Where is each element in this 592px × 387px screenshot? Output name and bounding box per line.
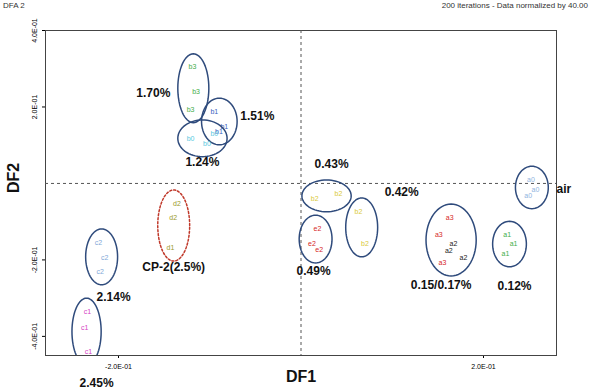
svg-text:b3: b3: [187, 106, 195, 113]
svg-text:b2: b2: [311, 195, 319, 202]
svg-text:a0: a0: [532, 186, 540, 193]
svg-text:2.14%: 2.14%: [97, 290, 131, 304]
svg-text:a2: a2: [449, 239, 458, 247]
svg-text:1.51%: 1.51%: [240, 109, 274, 123]
svg-text:a3: a3: [435, 231, 443, 238]
svg-text:c2: c2: [101, 254, 109, 261]
svg-text:e2: e2: [315, 246, 323, 253]
svg-text:c1: c1: [85, 348, 93, 355]
svg-text:b3: b3: [192, 88, 200, 95]
svg-text:2.0E-01: 2.0E-01: [471, 363, 496, 370]
svg-text:b1: b1: [220, 123, 229, 131]
svg-text:d2: d2: [169, 214, 177, 221]
svg-text:a1: a1: [502, 250, 510, 257]
svg-text:a1: a1: [503, 231, 511, 238]
svg-text:0.49%: 0.49%: [297, 264, 331, 278]
svg-text:b0: b0: [210, 130, 218, 137]
svg-text:c1: c1: [84, 308, 92, 315]
svg-text:b1: b1: [210, 108, 218, 115]
svg-text:0.15/0.17%: 0.15/0.17%: [411, 278, 472, 292]
html-text:200 iterations - Data normaliz: 200 iterations - Data normalized by 40.0…: [441, 1, 588, 10]
svg-text:-4.0E-01: -4.0E-01: [31, 323, 38, 350]
svg-text:b2: b2: [361, 240, 369, 247]
svg-text:a0: a0: [527, 176, 535, 183]
svg-text:0.12%: 0.12%: [497, 279, 531, 293]
svg-text:d1: d1: [167, 244, 175, 251]
svg-text:0.43%: 0.43%: [315, 157, 349, 171]
svg-text:0.42%: 0.42%: [385, 185, 419, 199]
svg-text:a2: a2: [445, 247, 453, 254]
svg-text:-2.0E-01: -2.0E-01: [31, 246, 38, 273]
svg-text:-2.0E-01: -2.0E-01: [105, 363, 132, 370]
svg-text:1.70%: 1.70%: [136, 86, 170, 100]
svg-text:e2: e2: [314, 225, 322, 232]
html-text:DFA 2: DFA 2: [3, 1, 25, 10]
svg-text:b2: b2: [335, 190, 343, 197]
svg-text:c1: c1: [81, 324, 89, 331]
svg-text:a3: a3: [446, 214, 454, 221]
svg-text:e2: e2: [308, 239, 316, 247]
svg-text:b0: b0: [203, 140, 211, 147]
svg-text:2.45%: 2.45%: [80, 376, 114, 387]
svg-text:a0: a0: [524, 192, 532, 199]
svg-text:a3: a3: [439, 259, 447, 266]
svg-text:1.24%: 1.24%: [185, 155, 219, 169]
svg-text:CP-2(2.5%): CP-2(2.5%): [142, 260, 205, 274]
svg-text:c2: c2: [97, 268, 105, 275]
svg-text:2.0E-01: 2.0E-01: [31, 95, 38, 120]
svg-text:DF1: DF1: [286, 368, 316, 385]
svg-text:air: air: [557, 182, 572, 196]
svg-text:b0: b0: [187, 135, 195, 142]
svg-text:4.0E-01: 4.0E-01: [31, 18, 38, 43]
svg-text:b2: b2: [355, 208, 363, 215]
svg-text:c2: c2: [95, 239, 103, 246]
svg-text:DF2: DF2: [5, 163, 22, 193]
svg-text:d2: d2: [173, 200, 181, 207]
svg-text:a1: a1: [510, 240, 518, 247]
svg-text:b1: b1: [215, 127, 223, 135]
svg-text:b3: b3: [189, 63, 197, 70]
svg-text:a2: a2: [460, 254, 468, 261]
